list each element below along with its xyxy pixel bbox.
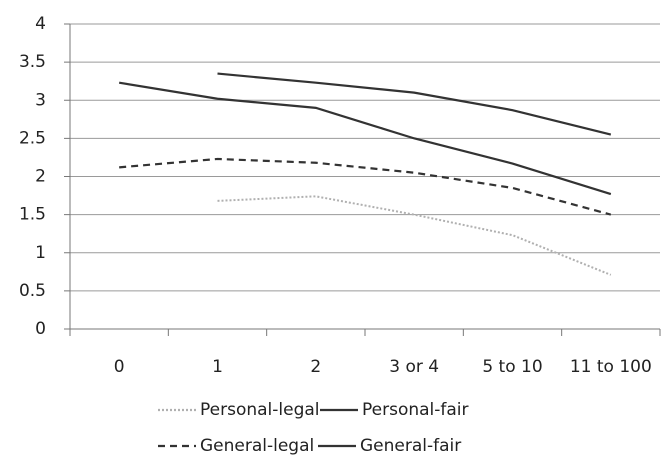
y-tick-label: 0 [35, 319, 46, 339]
series-line [118, 81, 612, 196]
y-tick-label: 3.5 [19, 52, 46, 72]
x-tick-label: 0 [114, 357, 125, 377]
x-tick-label: 1 [212, 357, 223, 377]
series-line [217, 195, 612, 276]
y-tick-label: 2 [35, 167, 46, 187]
legend-label: General-fair [360, 436, 461, 456]
x-tick-label: 2 [310, 357, 321, 377]
y-tick-label: 4 [35, 14, 46, 34]
x-tick-label: 3 or 4 [389, 357, 439, 377]
y-tick-label: 1 [35, 243, 46, 263]
y-tick-label: 2.5 [19, 128, 46, 148]
y-tick-label: 1.5 [19, 205, 46, 225]
y-tick-label: 3 [35, 90, 46, 110]
x-tick-label: 11 to 100 [570, 357, 652, 377]
y-tick-label: 0.5 [19, 281, 46, 301]
series-line [119, 157, 612, 216]
series-line [217, 72, 612, 136]
legend-label: Personal-fair [362, 400, 469, 420]
legend-label: Personal-legal [200, 400, 320, 420]
legend-label: General-legal [200, 436, 314, 456]
x-tick-label: 5 to 10 [482, 357, 542, 377]
